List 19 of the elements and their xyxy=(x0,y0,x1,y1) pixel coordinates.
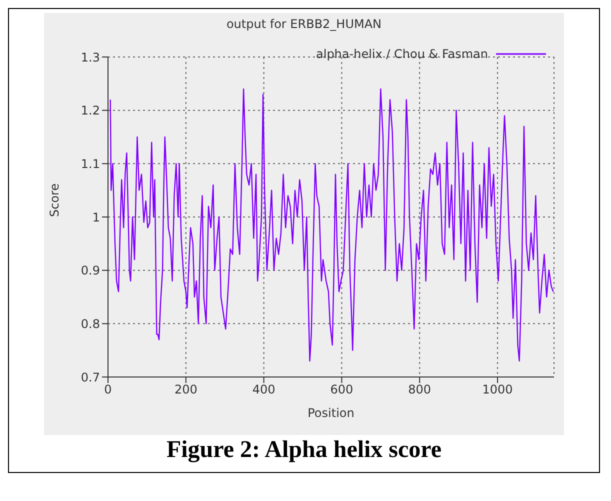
x-tick-label: 600 xyxy=(330,382,354,397)
y-tick-label: 1.2 xyxy=(80,104,100,118)
x-tick-label: 200 xyxy=(174,382,198,397)
y-tick-label: 1.3 xyxy=(80,50,100,64)
x-tick-label: 400 xyxy=(252,382,276,397)
line-series xyxy=(110,88,554,362)
chart-title: output for ERBB2_HUMAN xyxy=(225,17,383,33)
x-axis-title: Position xyxy=(308,406,354,420)
y-tick-label: 0.8 xyxy=(80,316,100,331)
x-tick-label: 0 xyxy=(104,382,112,397)
legend-label: alpha-helix / Chou & Fasman xyxy=(316,47,488,61)
x-tick-label: 800 xyxy=(408,382,432,397)
x-tick-label: 1000 xyxy=(482,382,513,397)
y-tick-label: 0.9 xyxy=(80,264,100,278)
y-tick-label: 1.1 xyxy=(80,156,100,171)
y-tick-label: 1 xyxy=(92,210,100,224)
caption: Figure 2: Alpha helix score xyxy=(165,437,443,464)
y-tick-label: 0.7 xyxy=(80,370,100,384)
y-axis-title: Score xyxy=(47,183,62,217)
